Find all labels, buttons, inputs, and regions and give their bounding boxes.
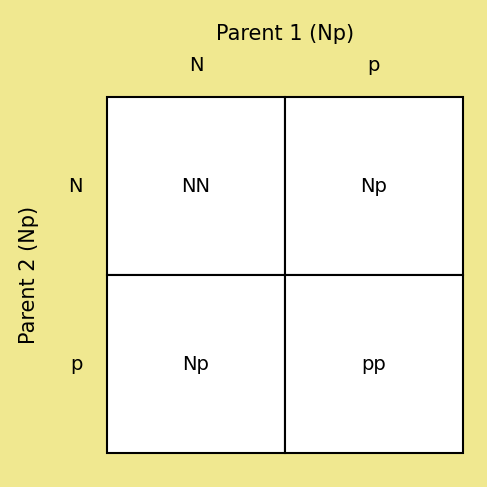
Text: N: N [189,56,203,75]
Text: N: N [68,177,83,196]
Bar [107,97,285,275]
Text: Parent 2 (Np): Parent 2 (Np) [19,206,39,344]
Text: p: p [71,355,83,374]
Bar [285,97,463,275]
Bar [107,275,285,453]
Text: pp: pp [361,355,386,374]
Text: NN: NN [182,177,210,196]
Text: Parent 1 (Np): Parent 1 (Np) [216,24,354,44]
Bar [285,275,463,453]
Text: Np: Np [183,355,209,374]
Text: p: p [368,56,380,75]
Text: Np: Np [360,177,387,196]
